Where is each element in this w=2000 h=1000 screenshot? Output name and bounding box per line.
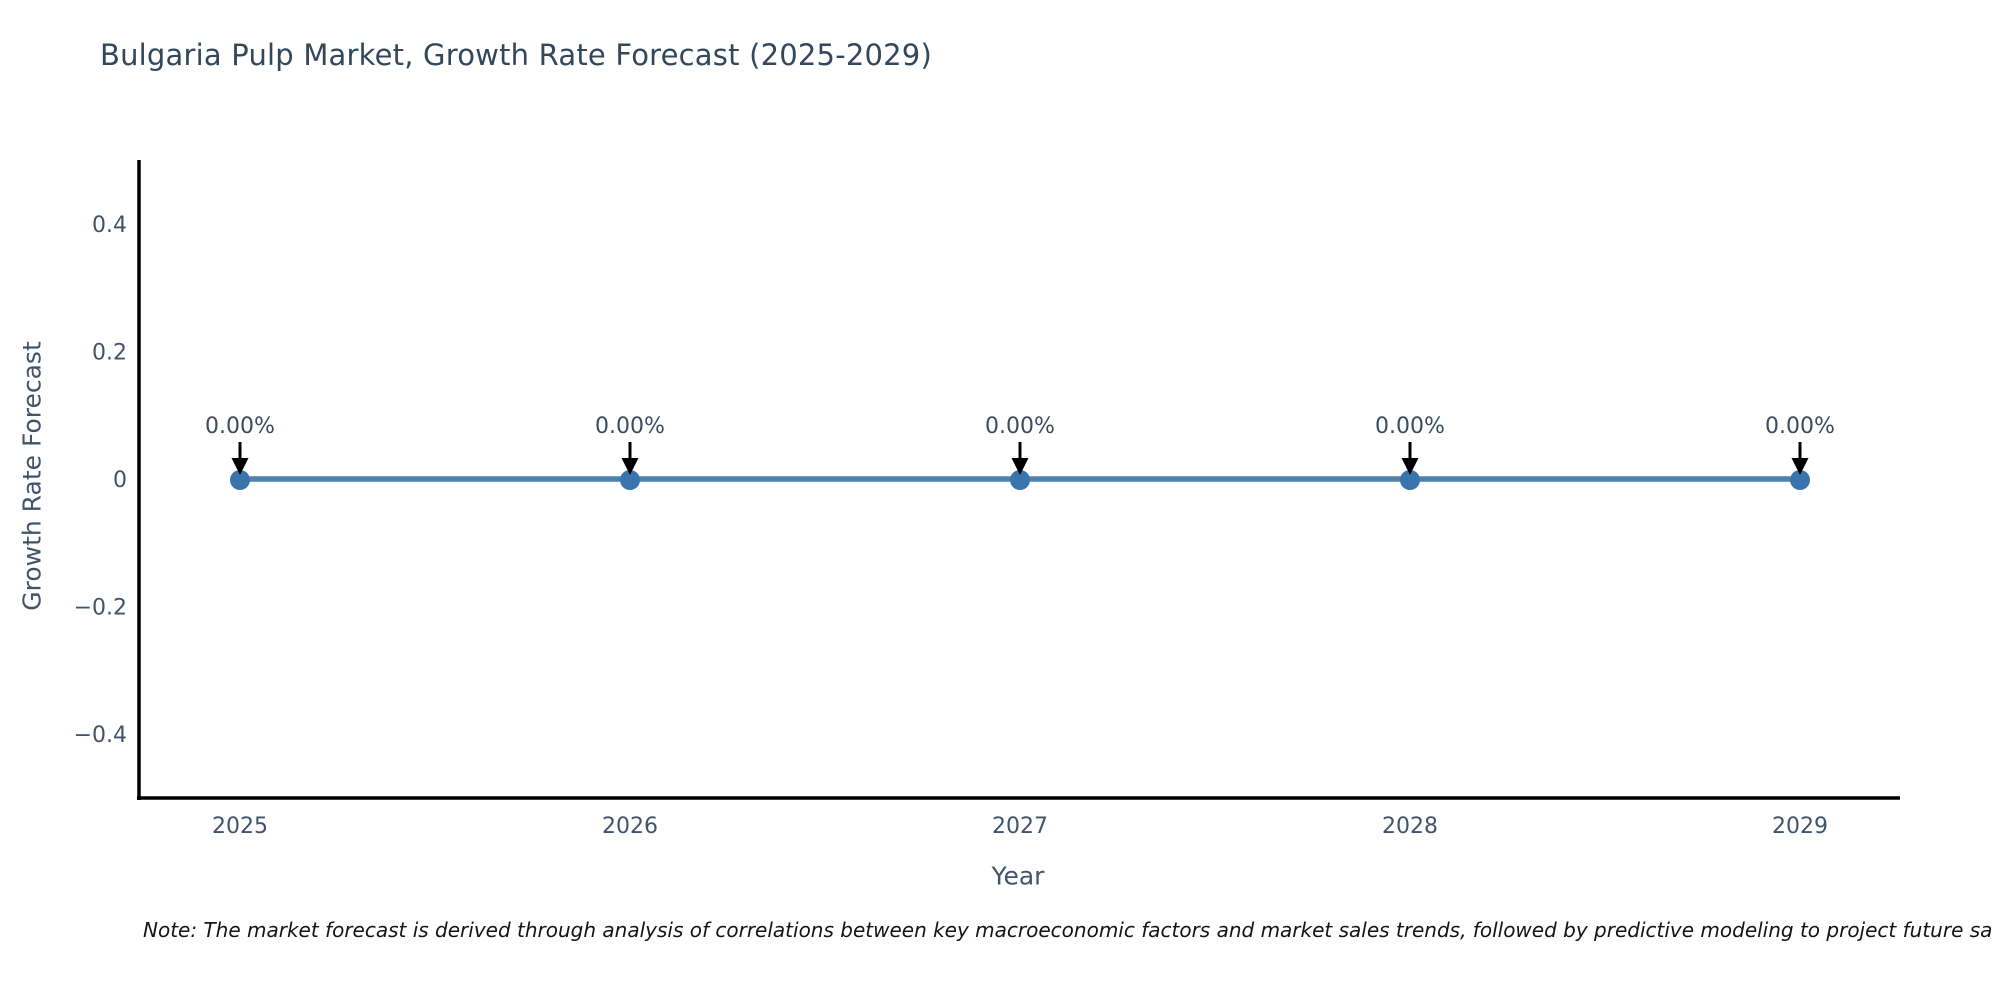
data-point-marker xyxy=(1790,470,1810,490)
y-tick-label: 0.4 xyxy=(92,213,127,238)
data-point-label: 0.00% xyxy=(1375,414,1445,439)
x-tick-label: 2029 xyxy=(1772,814,1828,839)
data-point-label: 0.00% xyxy=(595,414,665,439)
x-axis-label: Year xyxy=(991,861,1045,891)
y-tick-label: 0.2 xyxy=(92,340,127,365)
annotation-arrow-head xyxy=(231,458,249,475)
y-tick-label: 0 xyxy=(113,468,127,493)
data-point-label: 0.00% xyxy=(1765,414,1835,439)
x-tick-label: 2028 xyxy=(1382,814,1438,839)
data-point-marker xyxy=(230,470,250,490)
annotation-arrow-head xyxy=(1011,458,1029,475)
footnote: Note: The market forecast is derived thr… xyxy=(143,918,1993,942)
data-point-marker xyxy=(1010,470,1030,490)
annotation-arrow-head xyxy=(1401,458,1419,475)
x-tick-label: 2027 xyxy=(992,814,1048,839)
x-tick-label: 2025 xyxy=(212,814,268,839)
data-point-label: 0.00% xyxy=(985,414,1055,439)
x-tick-label: 2026 xyxy=(602,814,658,839)
y-tick-label: −0.2 xyxy=(74,596,127,621)
data-point-label: 0.00% xyxy=(205,414,275,439)
data-point-marker xyxy=(1400,470,1420,490)
data-point-marker xyxy=(620,470,640,490)
y-tick-label: −0.4 xyxy=(74,723,127,748)
chart-title: Bulgaria Pulp Market, Growth Rate Foreca… xyxy=(100,38,932,72)
annotation-arrow-head xyxy=(621,458,639,475)
annotation-arrow-head xyxy=(1791,458,1809,475)
